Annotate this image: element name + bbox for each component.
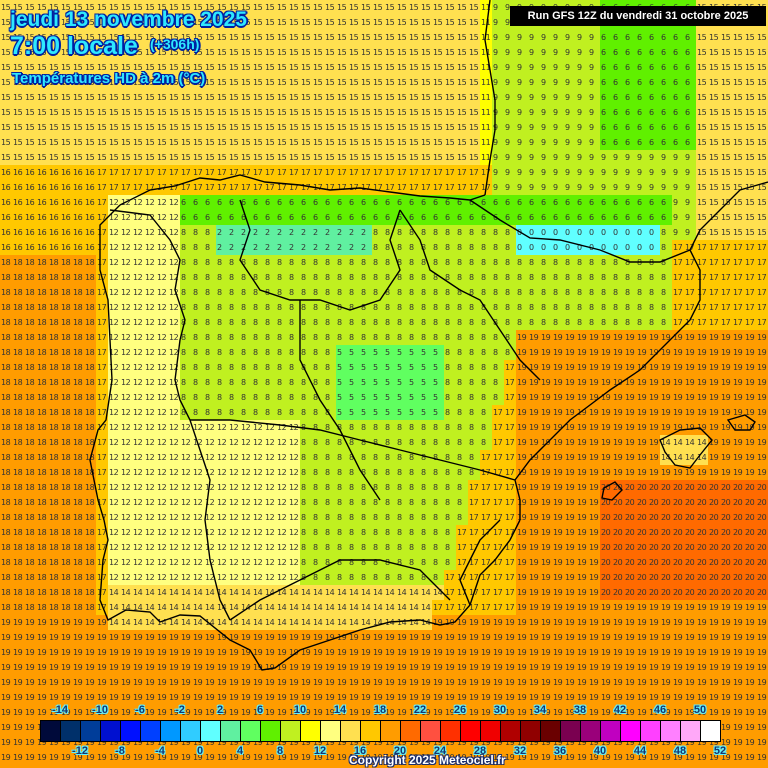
legend-swatch (581, 721, 601, 741)
legend-tick: -10 (92, 704, 108, 716)
legend-tick: 46 (654, 704, 666, 716)
model-run-label: Run GFS 12Z du vendredi 31 octobre 2025 (510, 6, 766, 26)
legend-swatch (381, 721, 401, 741)
legend-tick: 2 (217, 704, 223, 716)
legend-swatch (641, 721, 661, 741)
legend-tick: 40 (594, 745, 606, 757)
legend-tick: -4 (155, 745, 165, 757)
legend-tick: 34 (534, 704, 546, 716)
legend-swatch (621, 721, 641, 741)
legend-tick: 38 (574, 704, 586, 716)
legend-swatch (61, 721, 81, 741)
legend-swatch (681, 721, 701, 741)
variable-title: Températures HD à 2m (°C) (12, 70, 205, 87)
legend-tick: 44 (634, 745, 646, 757)
legend-swatch (41, 721, 61, 741)
legend-swatch (301, 721, 321, 741)
legend-swatch (281, 721, 301, 741)
forecast-lead-time: (+306h) (150, 36, 199, 52)
legend-swatch (121, 721, 141, 741)
legend-tick: 8 (277, 745, 283, 757)
legend-swatch (421, 721, 441, 741)
legend-tick: 6 (257, 704, 263, 716)
legend-swatch (441, 721, 461, 741)
legend-swatch (141, 721, 161, 741)
legend-swatch (221, 721, 241, 741)
copyright: Copyright 2025 Meteociel.fr (349, 753, 506, 767)
legend-swatch (161, 721, 181, 741)
legend-tick: 26 (454, 704, 466, 716)
legend-swatch (601, 721, 621, 741)
legend-tick: 50 (694, 704, 706, 716)
legend-tick: -6 (135, 704, 145, 716)
color-legend (40, 720, 721, 742)
legend-tick: 4 (237, 745, 243, 757)
legend-swatch (101, 721, 121, 741)
legend-tick: 10 (294, 704, 306, 716)
legend-swatch (341, 721, 361, 741)
legend-tick: 30 (494, 704, 506, 716)
legend-swatch (361, 721, 381, 741)
legend-tick: -12 (72, 745, 88, 757)
legend-swatch (181, 721, 201, 741)
legend-tick: 0 (197, 745, 203, 757)
legend-tick: 18 (374, 704, 386, 716)
legend-tick: 22 (414, 704, 426, 716)
legend-tick: 52 (714, 745, 726, 757)
legend-swatch (501, 721, 521, 741)
legend-tick: 12 (314, 745, 326, 757)
legend-swatch (241, 721, 261, 741)
legend-swatch (261, 721, 281, 741)
legend-tick: 14 (334, 704, 346, 716)
legend-swatch (401, 721, 421, 741)
forecast-date: jeudi 13 novembre 2025 (10, 8, 247, 32)
legend-tick: -8 (115, 745, 125, 757)
legend-tick: -14 (52, 704, 68, 716)
legend-swatch (561, 721, 581, 741)
legend-tick: 32 (514, 745, 526, 757)
legend-swatch (201, 721, 221, 741)
legend-tick: 36 (554, 745, 566, 757)
legend-swatch (661, 721, 681, 741)
legend-swatch (701, 721, 720, 741)
legend-tick: 42 (614, 704, 626, 716)
legend-tick: 48 (674, 745, 686, 757)
forecast-time: 7:00 locale (10, 32, 138, 61)
legend-swatch (321, 721, 341, 741)
legend-swatch (481, 721, 501, 741)
legend-swatch (541, 721, 561, 741)
legend-tick: -2 (175, 704, 185, 716)
legend-swatch (81, 721, 101, 741)
legend-swatch (461, 721, 481, 741)
legend-swatch (521, 721, 541, 741)
